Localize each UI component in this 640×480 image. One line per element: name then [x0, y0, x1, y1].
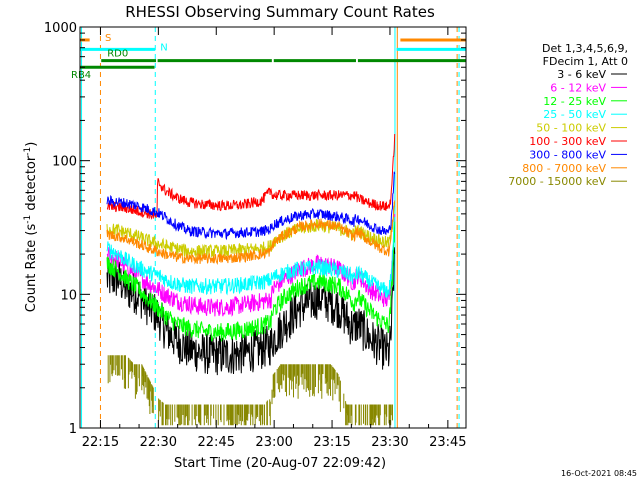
x-tick-label-4: 23:00 [255, 435, 292, 450]
legend-header-1: Det 1,3,4,5,6,9, [542, 42, 628, 55]
series-trace-7 [106, 171, 396, 241]
flag-label-n: N [160, 42, 167, 53]
footer-date: 16-Oct-2021 08:45 [561, 469, 637, 478]
legend-label-6: 100 - 300 keV [529, 135, 606, 148]
legend: Det 1,3,4,5,6,9, FDecim 1, Att 0 3 - 6 k… [508, 42, 628, 188]
x-tick-label-1: 22:15 [82, 435, 119, 450]
y-tick-label-4: 1000 [44, 21, 77, 36]
legend-label-5: 50 - 100 keV [536, 122, 606, 135]
x-tick-label-7: 23:45 [429, 435, 466, 450]
y-label-part-3: ) [24, 142, 39, 147]
plot-frame [79, 26, 467, 429]
plot-area: S N RD0 RB4 [71, 27, 466, 428]
y-label-sup-1: -1 [23, 215, 33, 224]
legend-label-8: 800 - 7000 keV [522, 162, 606, 175]
y-axis-label: Count Rate (s-1 detector-1) [23, 142, 39, 313]
flag-label-rb4: RB4 [71, 70, 91, 81]
chart-title: RHESSI Observing Summary Count Rates [125, 3, 435, 21]
legend-header-2: FDecim 1, Att 0 [543, 55, 628, 68]
y-tick-label-3: 100 [52, 155, 77, 170]
y-tick-label-1: 1 [69, 422, 77, 437]
y-label-part-2: detector [24, 155, 39, 215]
x-tick-label-6: 23:30 [371, 435, 408, 450]
x-tick-label-5: 23:15 [313, 435, 350, 450]
series-trace-1 [106, 247, 396, 376]
y-label-part-1: Count Rate (s [24, 224, 39, 313]
y-tick-label-2: 10 [60, 288, 77, 303]
series-trace-3 [106, 221, 396, 342]
series-trace-4 [106, 216, 396, 299]
x-tick-label-2: 22:30 [140, 435, 177, 450]
legend-label-2: 6 - 12 keV [550, 81, 606, 94]
legend-label-7: 300 - 800 keV [529, 148, 606, 161]
flag-label-s: S [105, 33, 111, 44]
legend-label-1: 3 - 6 keV [557, 68, 606, 81]
x-tick-label-3: 22:45 [198, 435, 235, 450]
legend-label-4: 25 - 50 keV [543, 108, 606, 121]
series-trace-8 [106, 200, 396, 266]
x-axis-label: Start Time (20-Aug-07 22:09:42) [174, 456, 386, 471]
y-label-sup-2: -1 [23, 147, 33, 156]
flag-label-rd0: RD0 [107, 49, 128, 60]
axis-ticks: 22:15 22:30 22:45 23:00 23:15 23:30 23:45 1 10 10… [44, 21, 467, 450]
legend-label-9: 7000 - 15000 keV [508, 175, 606, 188]
legend-label-3: 12 - 25 keV [543, 95, 606, 108]
series-trace-5 [106, 202, 396, 258]
